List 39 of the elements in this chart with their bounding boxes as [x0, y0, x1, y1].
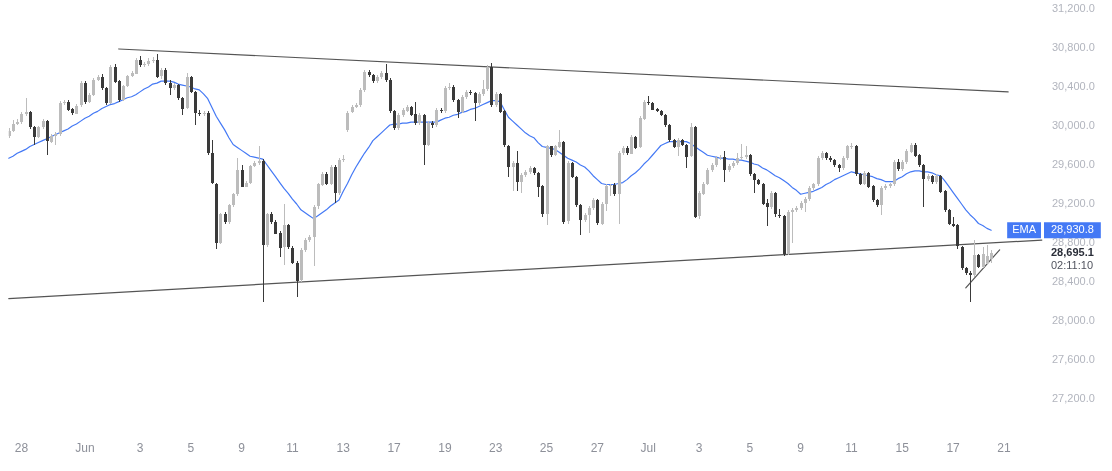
y-tick-label: 30,800.0 — [1052, 41, 1095, 54]
candlestick — [609, 184, 612, 196]
series-label: EMA — [1012, 223, 1037, 236]
y-tick-label: 30,400.0 — [1052, 80, 1095, 93]
x-tick-label: 9 — [238, 440, 246, 455]
y-tick-label: 27,600.0 — [1052, 353, 1095, 366]
candlestick — [791, 208, 794, 243]
y-tick-label: 30,000.0 — [1052, 119, 1095, 132]
x-tick-label: 28 — [14, 440, 29, 455]
x-tick-label: 15 — [895, 440, 910, 455]
x-tick-label: 23 — [489, 440, 503, 455]
x-tick-label: 11 — [845, 440, 858, 455]
x-tick-label: 5 — [187, 440, 195, 455]
candlestick — [969, 271, 972, 302]
x-tick-label: 17 — [946, 440, 961, 455]
x-tick-label: 27 — [590, 440, 605, 455]
y-tick-label: 27,200.0 — [1052, 392, 1095, 405]
text: 02:11:10 — [1051, 259, 1094, 272]
y-tick-label: 28,000.0 — [1052, 314, 1095, 327]
y-tick-label: 28,800.0 — [1052, 236, 1095, 249]
x-tick-label: 25 — [539, 440, 554, 455]
x-tick-label: 9 — [797, 440, 805, 455]
x-tick-label: Jul — [640, 440, 656, 455]
y-tick-label: 29,200.0 — [1052, 197, 1095, 210]
text: 28,930.8 — [1051, 223, 1094, 236]
x-tick-label: 3 — [136, 440, 144, 455]
x-tick-label: 5 — [746, 440, 754, 455]
y-tick-label: 31,200.0 — [1052, 2, 1095, 15]
x-tick-label: 11 — [286, 440, 299, 455]
x-tick-label: 19 — [438, 440, 452, 455]
x-tick-label: 17 — [387, 440, 402, 455]
y-tick-label: 29,600.0 — [1052, 158, 1095, 171]
x-tick-label: 13 — [336, 440, 351, 455]
x-tick-label: 3 — [695, 440, 703, 455]
y-tick-label: 28,400.0 — [1052, 275, 1095, 288]
text: 28,695.1 — [1051, 246, 1094, 259]
x-tick-label: Jun — [75, 440, 95, 455]
candlestick — [740, 144, 743, 160]
x-tick-label: 21 — [997, 440, 1011, 455]
